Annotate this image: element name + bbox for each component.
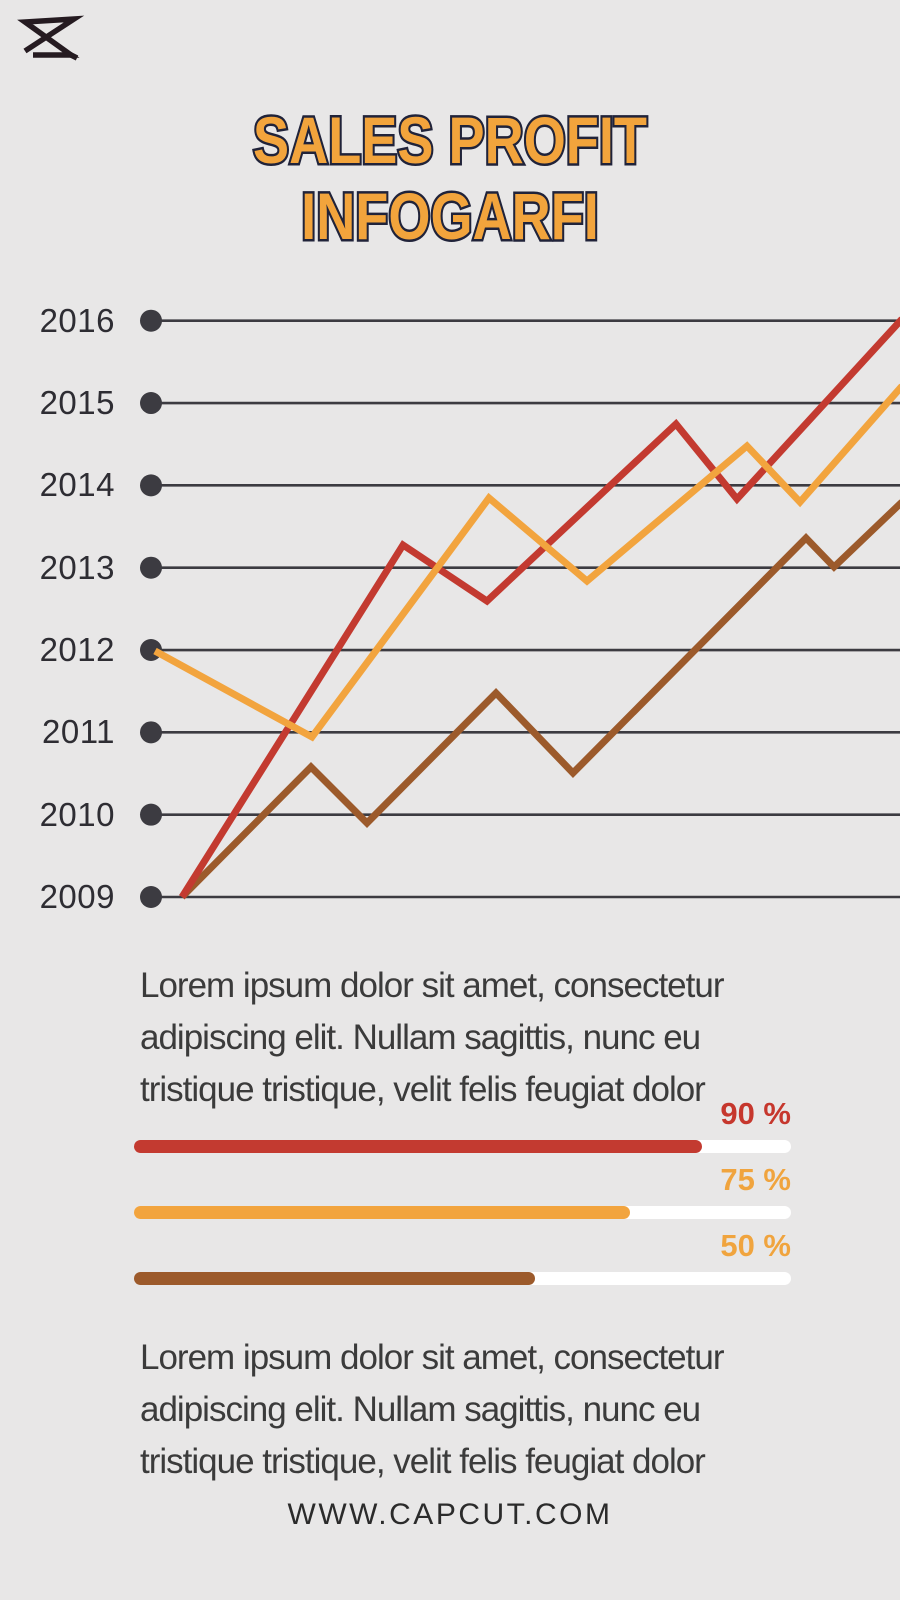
year-label-2012: 2012 (39, 631, 115, 669)
progress-label-90: 90 % (720, 1096, 791, 1131)
axis-dot-2014 (140, 474, 162, 497)
axis-dot-2009 (140, 886, 162, 909)
description-paragraph-2: Lorem ipsum dolor sit amet, consectetur … (140, 1338, 724, 1481)
page-title-line2: INFOGARFI (299, 177, 601, 256)
description-paragraph-1: Lorem ipsum dolor sit amet, consectetur … (140, 966, 724, 1109)
progress-track (134, 1206, 791, 1219)
capcut-logo-icon (17, 15, 85, 61)
footer-url: WWW.CAPCUT.COM (287, 1498, 613, 1531)
series-brown-line (179, 499, 900, 900)
line-chart-canvas (140, 309, 900, 909)
year-label-2009: 2009 (39, 878, 115, 915)
series-orange-line (153, 383, 900, 742)
year-label-2011: 2011 (42, 713, 115, 751)
axis-dot-2016 (140, 309, 162, 332)
axis-dot-2015 (140, 392, 162, 415)
year-label-2015: 2015 (39, 384, 115, 422)
progress-bar-row-75: 75 % (134, 1162, 791, 1228)
progress-label-75: 75 % (720, 1162, 791, 1197)
progress-fill (134, 1206, 631, 1219)
year-label-2014: 2014 (39, 466, 115, 504)
series-red-line (179, 316, 900, 899)
progress-fill (134, 1272, 535, 1285)
progress-fill (134, 1140, 703, 1153)
progress-track (134, 1272, 791, 1285)
year-label-2016: 2016 (39, 301, 115, 339)
axis-dot-2011 (140, 721, 162, 744)
page-title: SALES PROFIT INFOGARFI (0, 101, 900, 256)
progress-bar-row-50: 50 % (134, 1228, 791, 1294)
line-chart: 2016 2015 2014 2013 2012 2011 2010 2009 (0, 280, 900, 940)
axis-dot-2013 (140, 556, 162, 579)
progress-label-50: 50 % (720, 1228, 791, 1263)
axis-dot-2010 (140, 803, 162, 826)
progress-bar-row-90: 90 % (134, 1096, 791, 1162)
progress-bars: 90 % 75 % 50 % (134, 1096, 791, 1296)
progress-track (134, 1140, 791, 1153)
year-label-2010: 2010 (39, 795, 115, 833)
year-label-2013: 2013 (39, 548, 115, 586)
page-title-line1: SALES PROFIT (251, 101, 649, 180)
